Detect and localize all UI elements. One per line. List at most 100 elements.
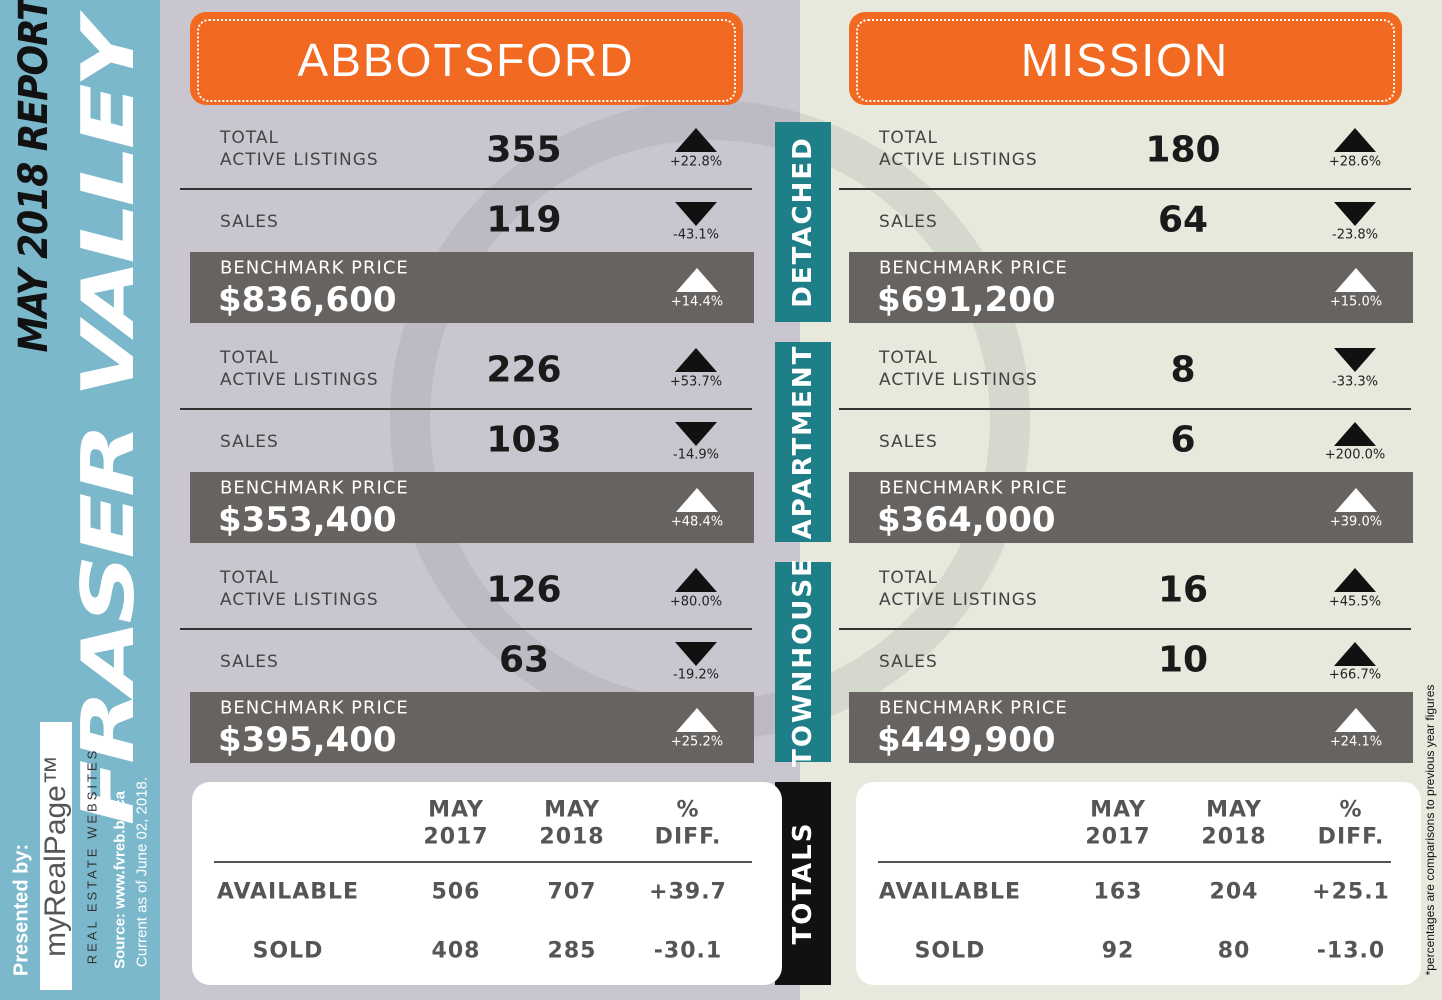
active-listings-label: ACTIVE LISTINGS [220,150,379,170]
change-arrow [675,202,717,226]
totals-header: 2017 [423,824,489,850]
totals-box [192,782,782,985]
totals-value: +39.7 [649,879,727,905]
change-arrow [676,488,718,512]
listings-value: 8 [1170,349,1196,391]
report-label: MAY 2018 REPORT [11,0,57,353]
totals-value: 163 [1093,879,1143,905]
totals-header: MAY [1206,797,1262,823]
sales-label: SALES [879,212,938,232]
change-arrow [1334,348,1376,372]
sales-value: 103 [486,419,562,461]
total-label: TOTAL [220,128,279,148]
active-listings-label: ACTIVE LISTINGS [220,370,379,390]
divider [180,408,752,410]
listings-value: 126 [486,569,562,611]
totals-header: DIFF. [654,824,722,850]
change-arrow [1334,128,1376,152]
totals-tab [775,782,831,985]
benchmark-value: $836,600 [218,280,397,320]
category-tab [775,342,831,542]
sales-label: SALES [220,432,279,452]
brand-box [40,722,72,990]
active-listings-label: ACTIVE LISTINGS [879,590,1038,610]
sales-change: -43.1% [673,227,719,243]
change-arrow [1334,422,1376,446]
listings-value: 355 [486,129,562,171]
category-label: DETACHED [788,136,818,308]
totals-row-label: AVAILABLE [878,879,1022,905]
sales-label: SALES [220,212,279,232]
region-name: ABBOTSFORD [297,34,635,86]
sales-change: -19.2% [673,667,719,683]
sales-change: +200.0% [1324,447,1386,463]
divider [180,628,752,630]
benchmark-change: +48.4% [670,514,724,530]
totals-header: MAY [544,797,600,823]
brand: myRealPage™ [39,755,72,957]
category-tab [775,122,831,322]
totals-box [856,782,1421,985]
change-arrow [676,708,718,732]
change-arrow [675,348,717,372]
sales-value: 10 [1157,639,1209,681]
benchmark-label: BENCHMARK PRICE [220,257,409,279]
totals-header: % [676,797,700,823]
listings-value: 226 [486,349,562,391]
listings-value: 180 [1145,129,1221,171]
total-label: TOTAL [879,568,938,588]
change-arrow [675,568,717,592]
totals-value: 204 [1209,879,1259,905]
totals-header: MAY [428,797,484,823]
totals-value: 285 [547,938,597,964]
benchmark-value: $449,900 [877,720,1056,760]
sales-value: 6 [1170,419,1196,461]
benchmark-box [190,472,754,543]
change-arrow [1335,268,1377,292]
sales-label: SALES [220,652,279,672]
benchmark-label: BENCHMARK PRICE [220,697,409,719]
totals-header: % [1339,797,1363,823]
active-listings-label: ACTIVE LISTINGS [879,370,1038,390]
totals-header: 2018 [539,824,605,850]
divider [180,188,752,190]
divider [839,188,1411,190]
totals-row-label: SOLD [252,938,324,964]
sales-value: 64 [1157,199,1209,241]
benchmark-value: $691,200 [877,280,1056,320]
totals-header: DIFF. [1317,824,1385,850]
divider [839,408,1411,410]
benchmark-box [849,692,1413,763]
report-title: FRASER VALLEY - 1 [66,0,150,826]
active-listings-label: ACTIVE LISTINGS [879,150,1038,170]
totals-value: 80 [1217,938,1251,964]
change-arrow [1334,202,1376,226]
benchmark-label: BENCHMARK PRICE [879,477,1068,499]
benchmark-label: BENCHMARK PRICE [220,477,409,499]
listings-change: +22.8% [669,154,723,170]
change-arrow [1334,568,1376,592]
benchmark-box [190,252,754,323]
change-arrow [1335,488,1377,512]
listings-change: +53.7% [669,374,723,390]
totals-value: -13.0 [1316,938,1386,964]
sales-change: -23.8% [1332,227,1378,243]
totals-value: -30.1 [653,938,723,964]
listings-value: 16 [1157,569,1209,611]
region-header [849,12,1402,105]
region-header-border [856,19,1395,102]
totals-row-label: AVAILABLE [216,879,360,905]
listings-change: -33.3% [1332,374,1378,390]
change-arrow [676,268,718,292]
total-label: TOTAL [220,348,279,368]
benchmark-value: $395,400 [218,720,397,760]
benchmark-value: $353,400 [218,500,397,540]
benchmark-box [190,692,754,763]
totals-row-label: SOLD [914,938,986,964]
totals-value: 506 [431,879,481,905]
change-arrow [675,128,717,152]
benchmark-value: $364,000 [877,500,1056,540]
change-arrow [675,422,717,446]
totals-value: 408 [431,938,481,964]
